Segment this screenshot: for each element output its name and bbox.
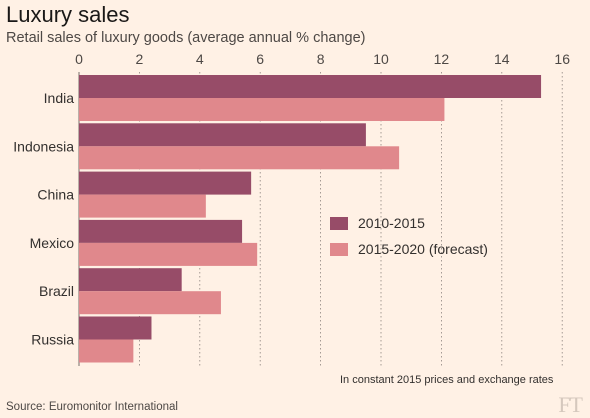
legend: 2010-2015 2015-2020 (forecast)	[330, 210, 488, 262]
bar-1	[79, 194, 206, 218]
x-tick-label: 12	[434, 51, 450, 67]
legend-label-2: 2015-2020 (forecast)	[358, 241, 488, 257]
bar-1	[79, 339, 134, 363]
x-tick-label: 4	[196, 51, 204, 67]
x-tick-label: 6	[256, 51, 264, 67]
x-tick-label: 8	[317, 51, 325, 67]
legend-item-2: 2015-2020 (forecast)	[330, 236, 488, 262]
source-text: Source: Euromonitor International	[6, 401, 178, 413]
x-tick-label: 0	[75, 51, 83, 67]
category-label: China	[37, 187, 74, 203]
legend-label-1: 2010-2015	[358, 215, 425, 231]
x-tick-label: 2	[136, 51, 144, 67]
bar-0	[79, 123, 366, 147]
category-label: Mexico	[30, 235, 75, 251]
legend-swatch-2	[330, 242, 348, 256]
x-tick-label: 16	[554, 51, 570, 67]
bar-0	[79, 171, 252, 195]
chart-subtitle: Retail sales of luxury goods (average an…	[6, 30, 366, 46]
bar-0	[79, 219, 243, 243]
legend-swatch-1	[330, 216, 348, 230]
category-label: Brazil	[39, 283, 74, 299]
bar-1	[79, 291, 221, 315]
category-label: Indonesia	[13, 138, 74, 154]
category-label: India	[44, 90, 75, 106]
legend-item-1: 2010-2015	[330, 210, 488, 236]
bar-1	[79, 98, 445, 121]
category-label: Russia	[31, 332, 74, 348]
chart-title: Luxury sales	[6, 2, 130, 27]
bar-1	[79, 242, 258, 266]
bar-1	[79, 146, 400, 170]
bar-0	[79, 268, 182, 292]
bar-0	[79, 316, 152, 340]
bar-0	[79, 75, 542, 98]
chart-note: In constant 2015 prices and exchange rat…	[340, 374, 554, 386]
x-tick-label: 10	[373, 51, 389, 67]
ft-logo: FT	[558, 392, 583, 417]
x-tick-label: 14	[494, 51, 510, 67]
